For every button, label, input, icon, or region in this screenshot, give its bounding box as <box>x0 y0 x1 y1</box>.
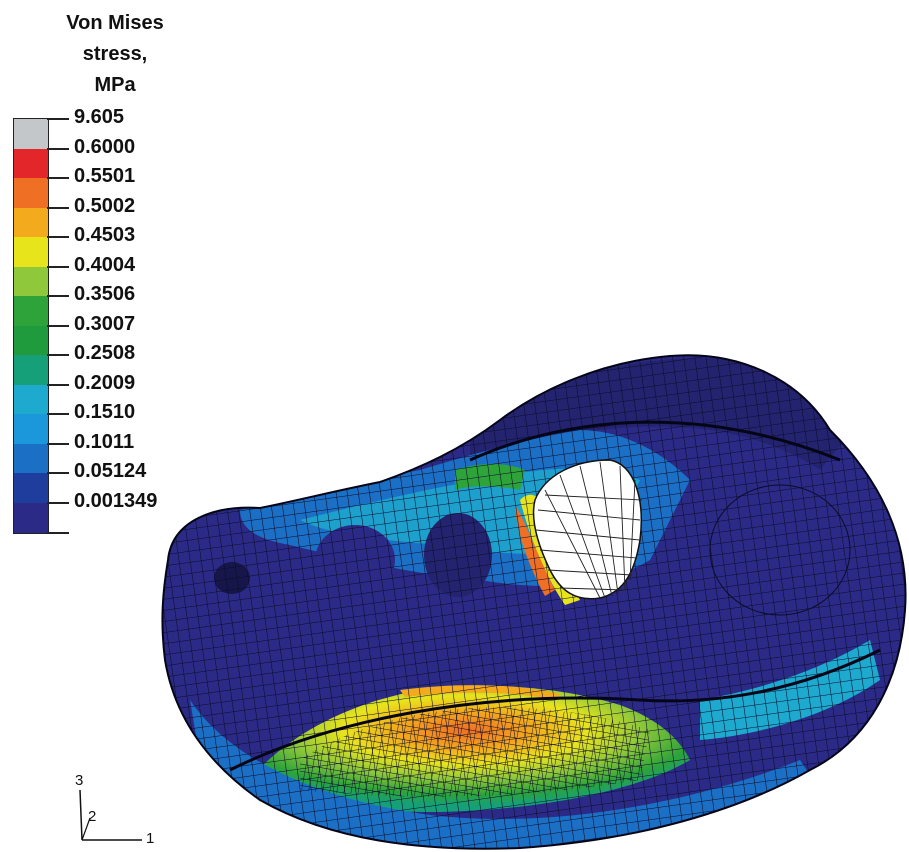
axis-2-label: 2 <box>88 808 97 825</box>
color-swatch <box>14 237 48 267</box>
color-swatch <box>14 384 48 415</box>
axis-3-label: 3 <box>75 772 84 789</box>
color-swatch <box>14 296 48 326</box>
legend-title-line: MPa <box>94 74 136 96</box>
scale-label: 0.5501 <box>74 165 136 187</box>
scale-label: 0.1011 <box>74 430 135 453</box>
axis-2-line <box>81 817 91 841</box>
scale-label: 9.605 <box>74 106 125 128</box>
axis-1-label: 1 <box>146 830 155 847</box>
scale-tick <box>47 324 69 327</box>
scale-tick <box>47 501 69 504</box>
scale-label: 0.1510 <box>74 401 136 423</box>
model-outline <box>161 354 907 850</box>
color-swatch <box>14 325 48 356</box>
scale-tick <box>47 265 69 268</box>
scale-label: 0.3506 <box>74 283 136 305</box>
scale-tick <box>47 383 69 386</box>
scale-label: 0.4503 <box>74 224 136 246</box>
scale-label: 0.05124 <box>74 460 147 482</box>
scale-tick <box>47 147 69 150</box>
coordinate-triad <box>79 789 142 841</box>
scale-label: 0.3007 <box>74 312 136 335</box>
scale-tick <box>47 236 69 238</box>
scale-tick <box>47 442 69 445</box>
scale-tick <box>47 118 69 120</box>
scale-label: 0.4004 <box>74 253 136 276</box>
scale-label: 0.001349 <box>74 489 158 512</box>
color-swatch <box>14 355 48 385</box>
scale-tick <box>47 413 69 415</box>
legend-title-line: Von Mises <box>66 12 164 34</box>
color-swatch <box>14 473 48 503</box>
color-swatch <box>14 207 48 238</box>
scale-tick <box>47 354 69 356</box>
color-swatch <box>14 148 48 179</box>
implant-hole <box>532 459 643 600</box>
color-swatch <box>14 414 48 444</box>
color-swatch <box>14 502 48 533</box>
scale-tick <box>47 472 69 474</box>
axis-3-line <box>79 789 83 841</box>
color-swatch <box>14 178 48 208</box>
legend-title: Von Mises stress, MPa <box>40 8 190 101</box>
color-swatch <box>14 266 48 297</box>
legend-title-line: stress, <box>82 43 148 65</box>
scale-tick <box>47 177 69 179</box>
color-swatch <box>14 443 48 474</box>
scale-tick <box>47 295 69 297</box>
scale-label: 0.2508 <box>74 342 136 364</box>
scale-tick <box>47 532 69 534</box>
scale-label: 0.5002 <box>74 194 136 217</box>
scale-label: 0.2009 <box>74 371 136 394</box>
scale-tick <box>47 206 69 209</box>
scale-label: 0.6000 <box>74 135 136 158</box>
model-body <box>162 355 906 849</box>
color-swatch <box>14 119 48 149</box>
